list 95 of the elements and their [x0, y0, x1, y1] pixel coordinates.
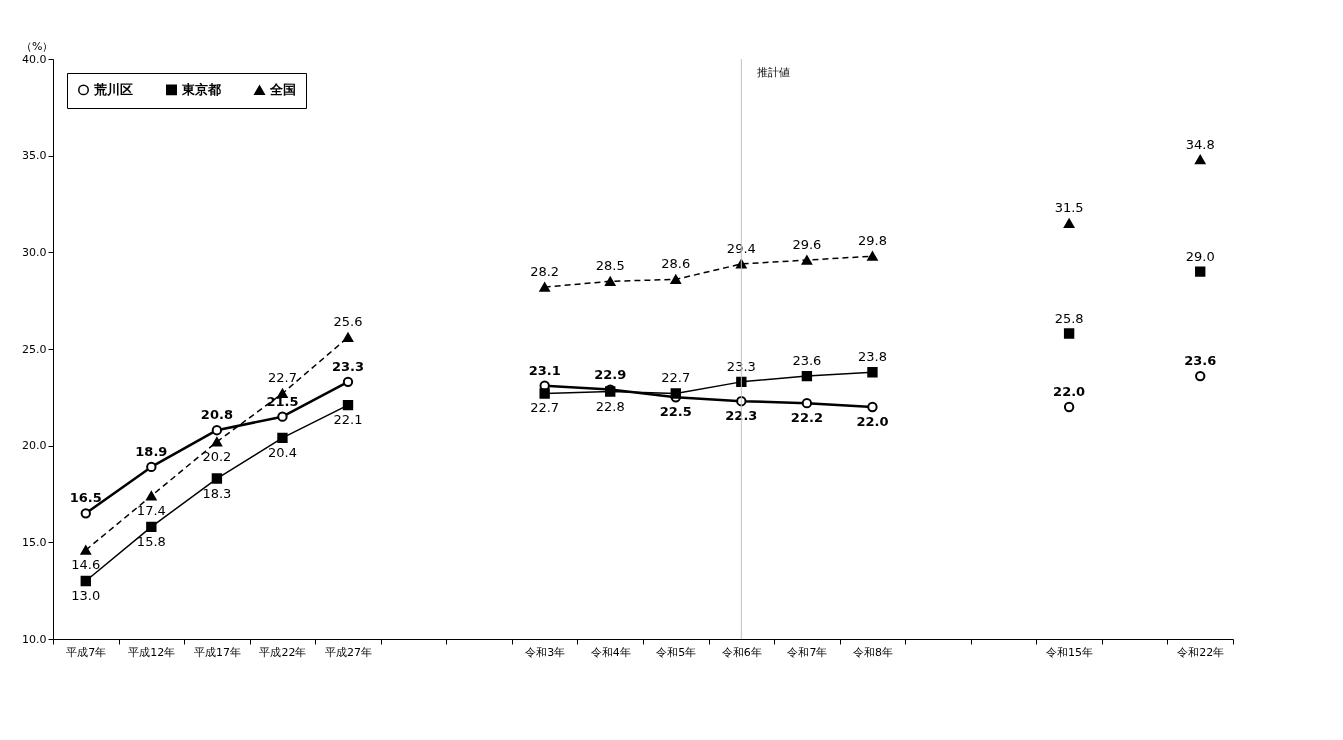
data-label: 29.6 — [792, 237, 822, 253]
data-label: 28.5 — [595, 258, 625, 274]
x-tick-label: 平成17年 — [193, 645, 241, 659]
point — [801, 255, 813, 265]
point — [146, 491, 157, 501]
data-label: 22.8 — [595, 398, 625, 414]
data-label: 22.1 — [333, 412, 363, 428]
data-label: 22.0 — [1053, 384, 1086, 399]
y-tick-label: 15.0 — [22, 535, 47, 549]
point — [211, 425, 223, 436]
data-label: 14.6 — [71, 557, 101, 573]
point — [867, 401, 878, 413]
point — [80, 545, 91, 555]
data-label: 29.8 — [857, 233, 887, 249]
x-tick-label: 平成12年 — [128, 645, 176, 659]
data-label: 20.8 — [200, 407, 233, 423]
point — [801, 370, 813, 382]
point — [342, 376, 354, 388]
x-tick-label: 令和8年 — [852, 645, 893, 659]
data-label: 22.7 — [530, 400, 560, 416]
data-label: 22.3 — [725, 408, 758, 424]
y-tick-label: 30.0 — [22, 245, 47, 259]
data-label: 23.1 — [528, 362, 561, 378]
point — [146, 521, 157, 533]
y-tick-label: 35.0 — [22, 149, 47, 163]
data-label: 22.0 — [856, 414, 889, 429]
point — [80, 575, 91, 587]
x-tick-label: 令和22年 — [1177, 645, 1225, 659]
data-label: 29.4 — [726, 240, 756, 256]
data-label: 23.3 — [726, 358, 756, 374]
y-tick-label: 25.0 — [22, 342, 47, 356]
point — [605, 276, 616, 286]
data-label: 28.2 — [530, 264, 560, 280]
point — [1195, 154, 1206, 165]
point — [539, 388, 550, 399]
legend-label: 全国 — [269, 82, 296, 98]
data-label: 23.3 — [331, 358, 365, 374]
point — [867, 251, 878, 261]
data-label: 22.7 — [267, 370, 297, 386]
data-label: 21.5 — [266, 393, 299, 409]
point — [342, 399, 354, 411]
data-label: 13.0 — [71, 588, 101, 603]
data-label: 31.5 — [1054, 200, 1084, 216]
x-tick-label: 平成22年 — [259, 645, 307, 659]
point — [1195, 266, 1206, 277]
data-label: 22.9 — [594, 366, 627, 382]
y-tick-label: 10.0 — [22, 632, 47, 646]
y-axis-title: （%） — [21, 39, 54, 53]
data-label: 23.6 — [792, 353, 822, 369]
x-tick-label: 令和3年 — [525, 645, 566, 659]
point — [801, 397, 813, 409]
point — [342, 332, 354, 343]
data-label: 25.8 — [1054, 310, 1084, 326]
point — [277, 432, 288, 444]
data-label: 18.3 — [202, 485, 232, 501]
x-tick-label: 平成27年 — [325, 645, 372, 659]
data-label: 25.6 — [333, 314, 363, 330]
point — [670, 274, 681, 285]
point — [867, 367, 878, 378]
point — [211, 473, 223, 484]
legend-label: 荒川区 — [93, 81, 133, 97]
point — [1063, 328, 1075, 339]
data-label: 20.4 — [267, 444, 297, 460]
x-tick-label: 令和15年 — [1046, 645, 1094, 659]
data-label: 23.8 — [857, 349, 887, 365]
data-label: 29.0 — [1185, 248, 1215, 264]
y-tick-label: 20.0 — [22, 439, 47, 453]
data-label: 17.4 — [136, 502, 166, 518]
point — [670, 388, 681, 399]
data-label: 16.5 — [69, 490, 102, 506]
point — [539, 282, 550, 292]
data-label: 34.8 — [1185, 136, 1215, 152]
x-tick-label: 平成7年 — [66, 645, 107, 659]
data-label: 18.9 — [135, 443, 168, 459]
x-tick-label: 令和6年 — [721, 645, 762, 659]
y-tick-label: 40.0 — [22, 52, 47, 66]
point — [1063, 401, 1075, 413]
point — [1195, 370, 1206, 382]
x-tick-label: 令和4年 — [590, 645, 631, 659]
data-label: 22.2 — [790, 410, 823, 426]
point — [211, 437, 223, 447]
data-label: 23.6 — [1184, 353, 1217, 369]
data-label: 20.2 — [202, 448, 232, 464]
x-tick-label: 令和7年 — [787, 645, 828, 659]
data-label: 22.5 — [659, 404, 692, 420]
point — [277, 411, 288, 422]
data-label: 22.7 — [661, 370, 691, 386]
x-tick-label: 令和5年 — [656, 645, 697, 659]
legend-label: 東京都 — [181, 81, 221, 97]
point — [80, 508, 91, 519]
ref-line-label: 推計値 — [757, 66, 791, 79]
point — [1063, 218, 1075, 228]
data-label: 28.6 — [661, 256, 691, 272]
data-label: 15.8 — [136, 533, 166, 549]
point — [146, 461, 157, 473]
